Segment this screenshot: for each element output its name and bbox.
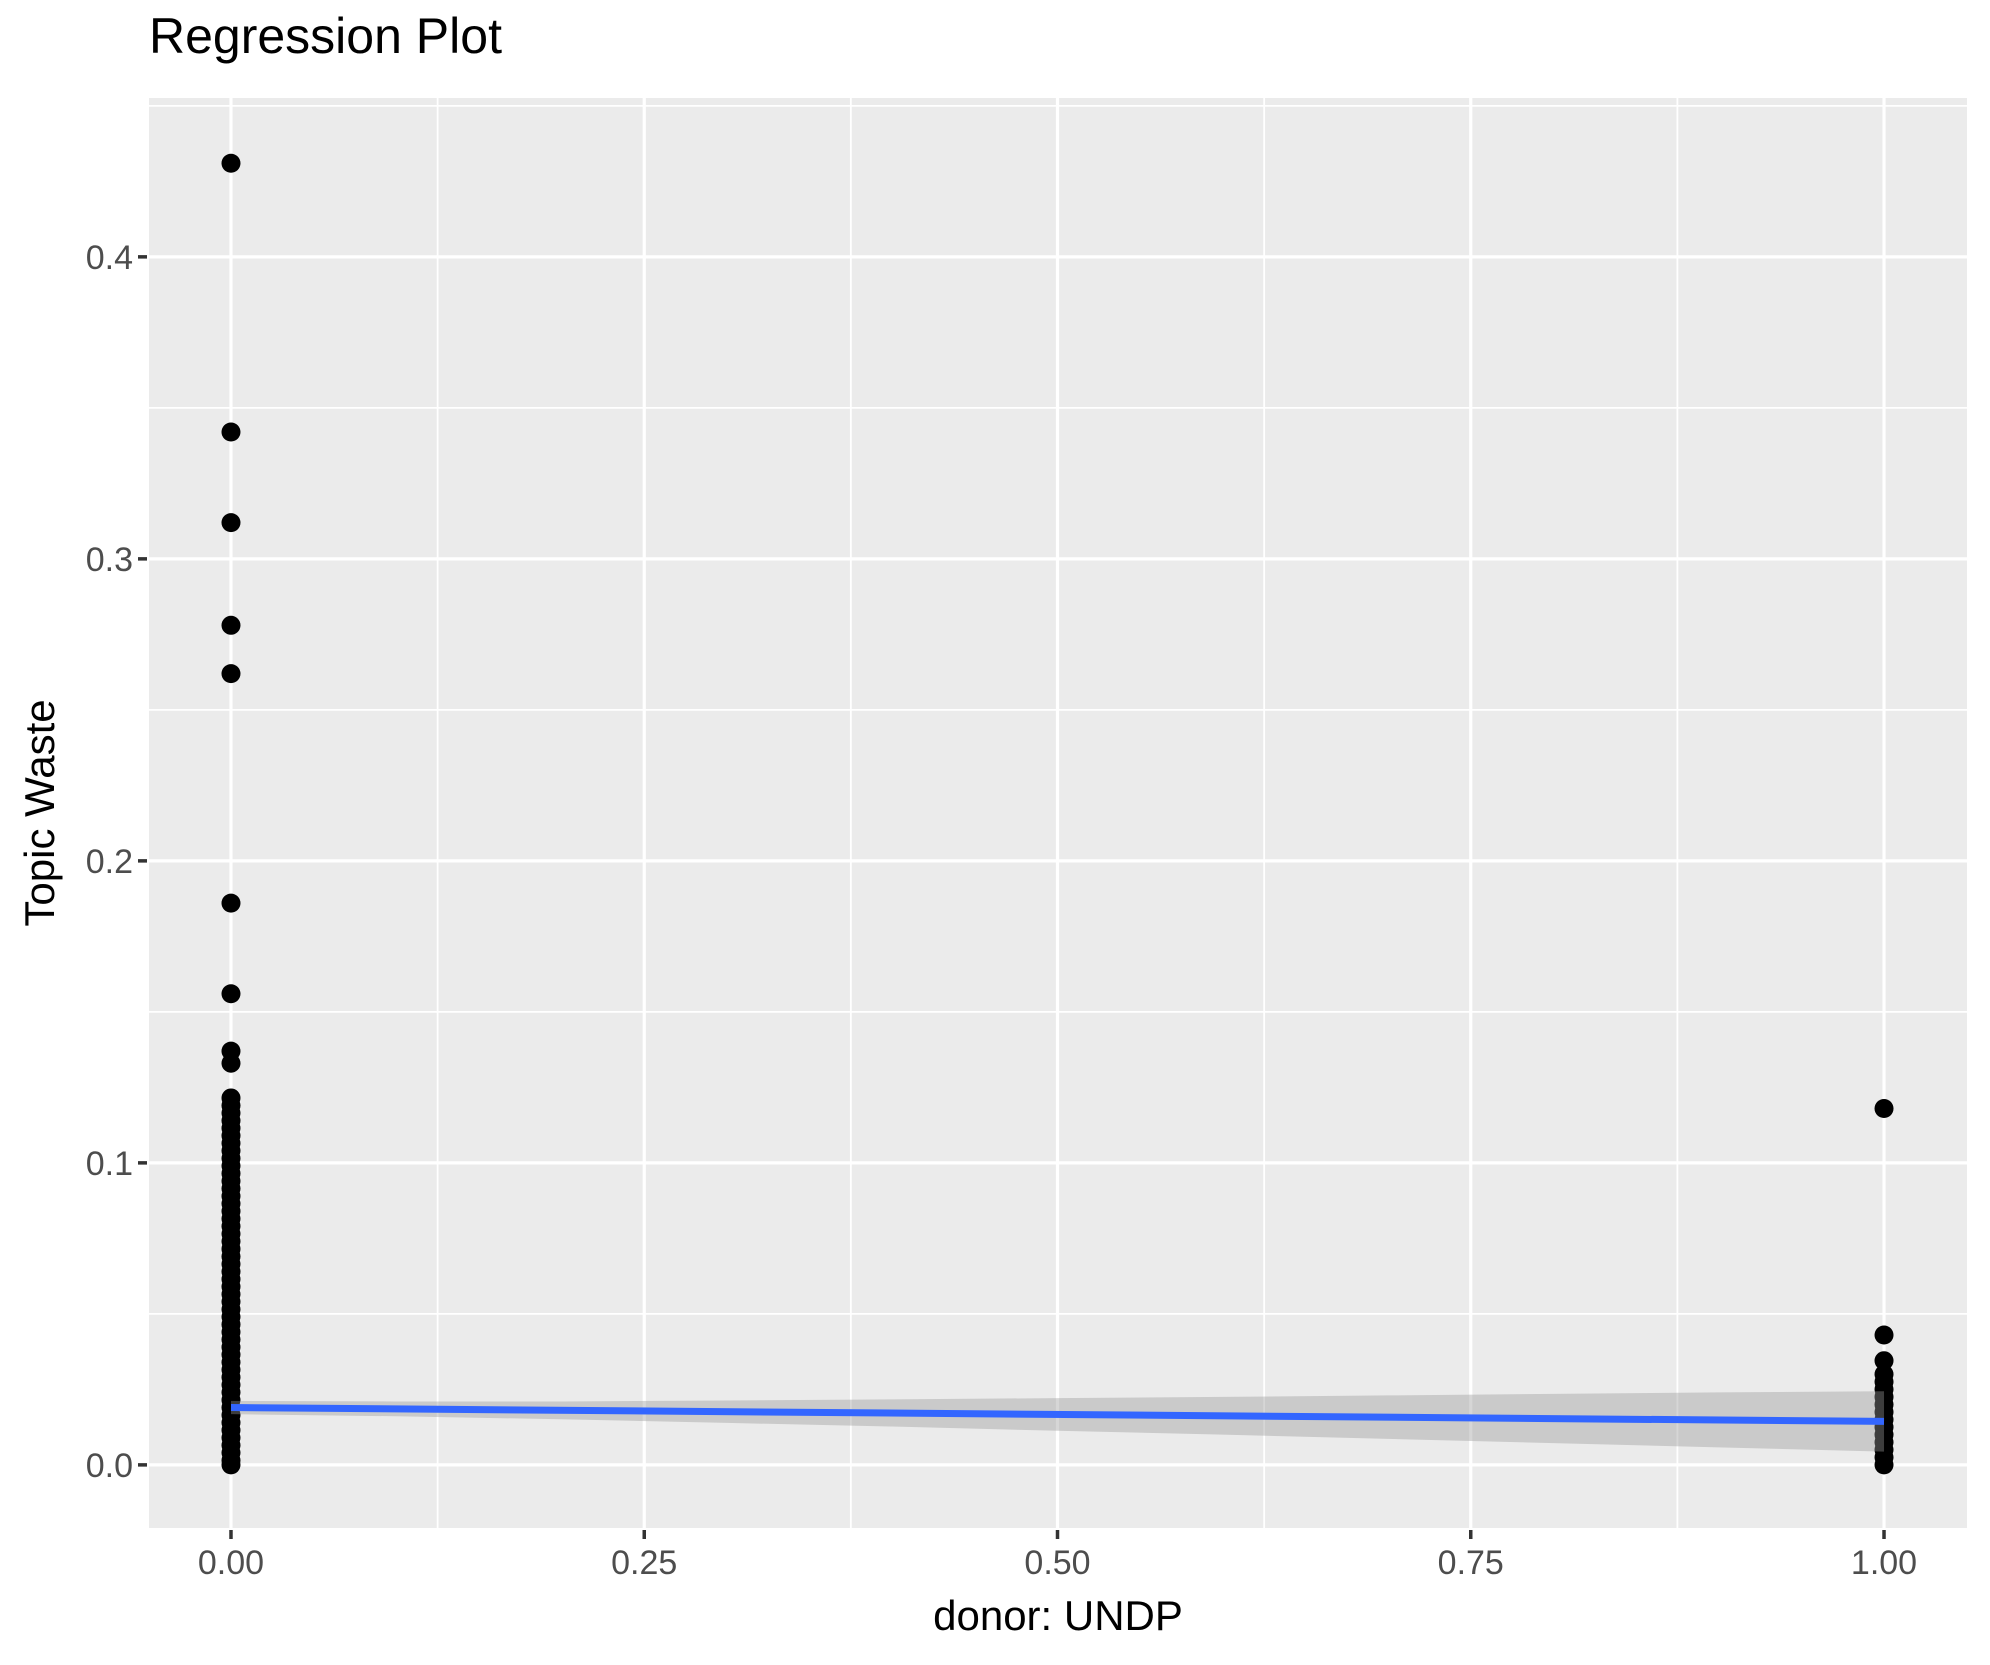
- y-tick-label: 0.4: [86, 239, 133, 277]
- data-point: [1874, 1325, 1894, 1345]
- data-point: [221, 513, 241, 533]
- x-tick-label: 0.50: [1024, 1544, 1090, 1582]
- x-tick-label: 0.00: [198, 1544, 264, 1582]
- data-point: [221, 1455, 241, 1475]
- data-point: [221, 893, 241, 913]
- x-axis-title: donor: UNDP: [933, 1592, 1183, 1639]
- data-point: [221, 984, 241, 1004]
- y-tick-label: 0.0: [86, 1447, 133, 1485]
- x-tick-label: 1.00: [1851, 1544, 1917, 1582]
- axis-tick-marks: [138, 255, 1886, 1539]
- data-point: [221, 153, 241, 173]
- scatter-points: [221, 153, 1894, 1475]
- data-point: [1874, 1351, 1894, 1371]
- x-tick-labels: 0.00 0.25 0.50 0.75 1.00: [198, 1544, 1917, 1582]
- regression-line: [230, 1403, 1885, 1425]
- x-tick-label: 0.25: [611, 1544, 677, 1582]
- data-point: [221, 664, 241, 684]
- y-tick-labels: 0.0 0.1 0.2 0.3 0.4: [86, 239, 133, 1485]
- data-point: [221, 422, 241, 442]
- data-point: [221, 615, 241, 635]
- y-tick-label: 0.1: [86, 1145, 133, 1183]
- x-tick-label: 0.75: [1438, 1544, 1504, 1582]
- data-point: [221, 1053, 241, 1073]
- plot-title: Regression Plot: [149, 8, 502, 64]
- data-point: [1874, 1099, 1894, 1119]
- y-axis-title: Topic Waste: [16, 699, 63, 927]
- y-tick-label: 0.3: [86, 541, 133, 579]
- confidence-band: [230, 1391, 1885, 1452]
- y-tick-label: 0.2: [86, 843, 133, 881]
- data-point: [1874, 1455, 1894, 1475]
